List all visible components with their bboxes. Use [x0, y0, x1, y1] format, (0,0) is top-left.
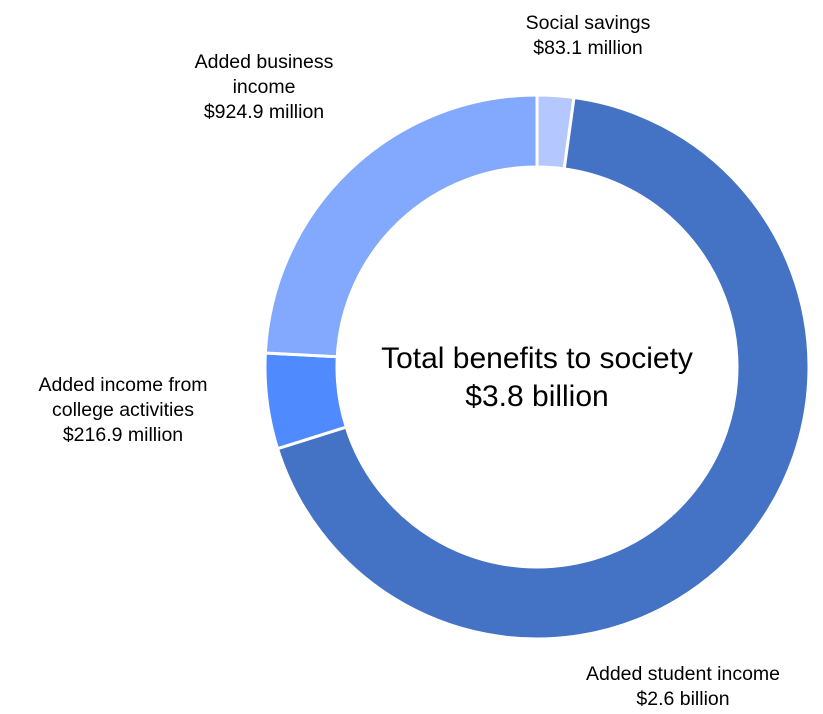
slice-label-name: Added student income [585, 663, 781, 685]
slice-label-name: Social savings [525, 12, 651, 34]
slice-label-value: $83.1 million [533, 37, 643, 59]
center-label-total: $3.8 billion [465, 380, 609, 413]
slice-label-name-line2: college activities [52, 399, 194, 421]
slice-label-social-savings: Social savings $83.1 million [488, 11, 688, 61]
slice-label-name-line1: Added income from [38, 374, 208, 396]
donut-slice-added-business-income [263, 93, 539, 359]
slice-label-value: $216.9 million [62, 424, 184, 446]
slice-label-value: $924.9 million [203, 101, 325, 123]
slice-label-added-income-college-activities: Added income from college activities $21… [3, 373, 243, 448]
center-label-title: Total benefits to society [381, 342, 693, 375]
slice-label-added-business-income: Added business income $924.9 million [159, 50, 369, 125]
slice-label-added-student-income: Added student income $2.6 billion [548, 662, 818, 712]
slice-label-name-line2: income [232, 76, 296, 98]
slice-label-value: $2.6 billion [636, 688, 730, 710]
center-label: Total benefits to society $3.8 billion [337, 340, 737, 416]
slice-label-name-line1: Added business [194, 51, 334, 73]
donut-slice-added-student-income [275, 95, 811, 641]
